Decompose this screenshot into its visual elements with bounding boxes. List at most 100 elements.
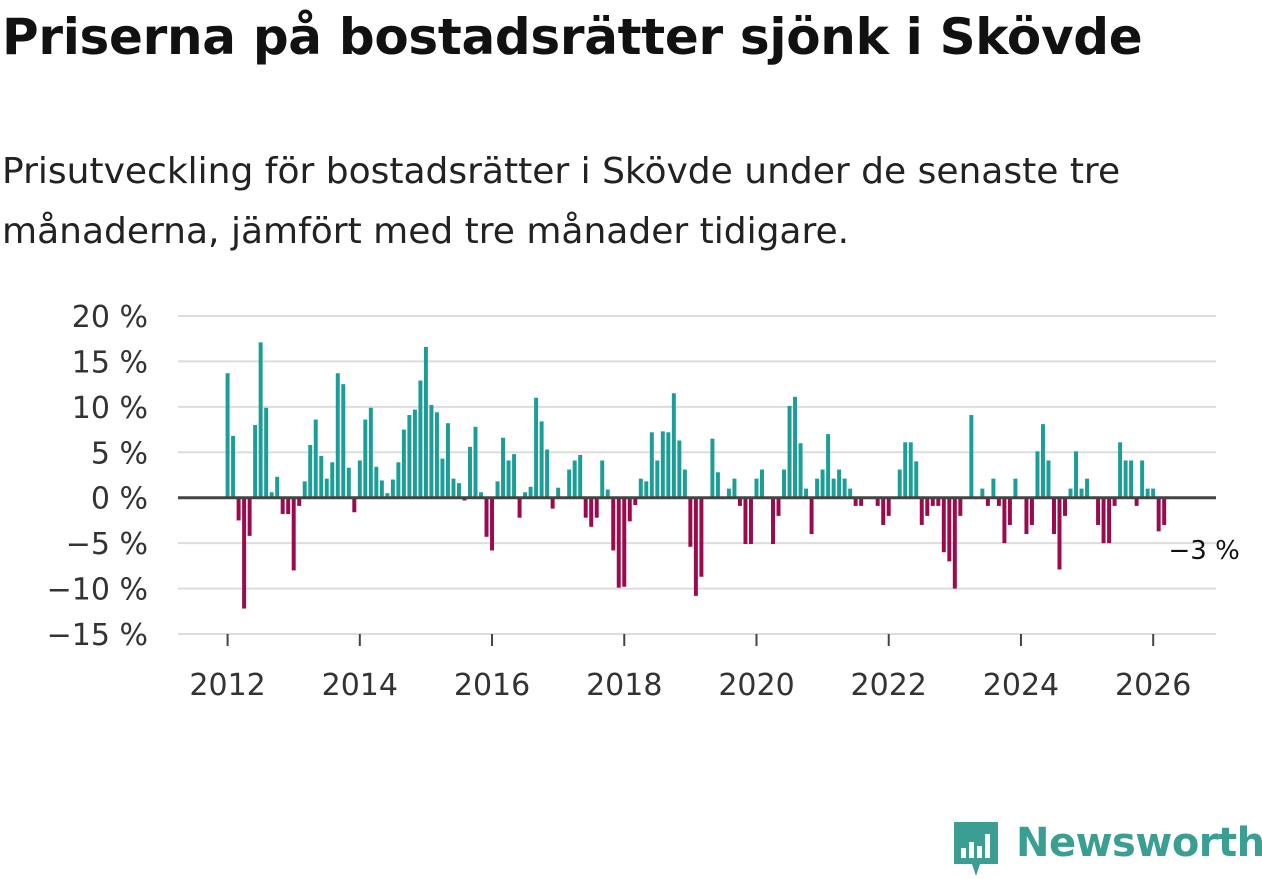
bar bbox=[919, 497, 924, 525]
brand-name: Newsworthy bbox=[1016, 820, 1262, 866]
last-value-annotation: −3 % bbox=[1169, 536, 1240, 566]
bar bbox=[1029, 497, 1034, 525]
bar bbox=[589, 497, 594, 527]
bar bbox=[622, 497, 627, 587]
x-tick-label: 2026 bbox=[1115, 668, 1191, 703]
bar bbox=[655, 460, 660, 498]
y-tick-label: 0 % bbox=[91, 482, 148, 517]
bar bbox=[600, 460, 605, 498]
bar bbox=[804, 488, 809, 498]
bar bbox=[583, 497, 588, 518]
bar bbox=[787, 405, 792, 498]
bar bbox=[925, 497, 930, 516]
bar bbox=[242, 497, 247, 609]
bar bbox=[1151, 488, 1156, 498]
bar bbox=[231, 435, 236, 498]
bar bbox=[1013, 478, 1018, 498]
x-tick-label: 2014 bbox=[322, 668, 398, 703]
bar bbox=[671, 393, 676, 498]
bar bbox=[1162, 497, 1167, 525]
bar bbox=[754, 478, 759, 498]
bar bbox=[451, 478, 456, 498]
bar bbox=[539, 421, 544, 498]
bar bbox=[886, 497, 891, 516]
bar bbox=[1140, 460, 1145, 498]
chart-title: Priserna på bostadsrätter sjönk i Skövde bbox=[2, 8, 1143, 66]
bar bbox=[677, 440, 682, 498]
bar bbox=[958, 497, 963, 516]
bar bbox=[952, 497, 957, 589]
bar bbox=[1107, 497, 1112, 544]
bar bbox=[605, 489, 610, 498]
bars bbox=[225, 342, 1167, 609]
bar bbox=[341, 384, 346, 498]
bar bbox=[523, 492, 528, 498]
bar bbox=[396, 462, 401, 498]
bar bbox=[848, 488, 853, 498]
bar bbox=[280, 497, 285, 515]
bar bbox=[346, 467, 351, 498]
bar bbox=[1096, 497, 1101, 525]
bar bbox=[1112, 497, 1117, 506]
bar bbox=[556, 487, 561, 498]
bar bbox=[330, 462, 335, 498]
bar bbox=[385, 493, 390, 498]
bar bbox=[1074, 451, 1079, 498]
bar bbox=[1085, 478, 1090, 498]
y-axis-tick-labels: 20 % 15 % 10 % 5 % 0 % −5 % −10 % −15 % bbox=[47, 300, 148, 653]
bar bbox=[688, 497, 693, 547]
bar bbox=[1101, 497, 1106, 544]
bar bbox=[1052, 497, 1056, 535]
bar bbox=[512, 454, 517, 498]
bar bbox=[1046, 460, 1051, 498]
bar bbox=[506, 460, 511, 498]
bar bbox=[258, 342, 263, 498]
bar bbox=[842, 478, 847, 498]
bar bbox=[699, 497, 704, 577]
bar bbox=[572, 460, 577, 498]
bar bbox=[495, 481, 500, 498]
bar bbox=[1118, 442, 1123, 498]
bar bbox=[996, 497, 1001, 506]
bar bbox=[335, 373, 340, 498]
bar bbox=[611, 497, 616, 551]
x-tick-label: 2012 bbox=[189, 668, 265, 703]
bar bbox=[247, 497, 252, 536]
newsworthy-icon bbox=[954, 822, 998, 876]
bar bbox=[534, 397, 539, 498]
bar bbox=[324, 478, 329, 498]
x-tick-label: 2016 bbox=[454, 668, 530, 703]
bar bbox=[881, 497, 886, 525]
bar bbox=[737, 497, 742, 506]
bar bbox=[837, 469, 842, 498]
bar bbox=[319, 455, 324, 498]
bar bbox=[1007, 497, 1012, 525]
bar bbox=[269, 492, 274, 498]
bar bbox=[363, 419, 368, 498]
bar bbox=[1068, 488, 1073, 498]
bar bbox=[578, 455, 583, 498]
bar bbox=[594, 497, 599, 518]
bar bbox=[903, 442, 908, 498]
y-tick-label: −15 % bbox=[47, 618, 148, 653]
bar bbox=[793, 396, 798, 498]
bar bbox=[649, 432, 654, 498]
bar bbox=[390, 479, 395, 498]
bar bbox=[875, 497, 880, 506]
bar bbox=[985, 497, 990, 506]
bar bbox=[853, 497, 858, 506]
bar bbox=[743, 497, 748, 545]
bar bbox=[771, 497, 775, 545]
y-tick-label: −10 % bbox=[47, 573, 148, 608]
bar bbox=[831, 478, 836, 498]
bar bbox=[908, 442, 913, 498]
bar bbox=[528, 486, 533, 498]
bar bbox=[897, 469, 902, 498]
x-tick-label: 2024 bbox=[983, 668, 1059, 703]
bar bbox=[308, 445, 313, 498]
bar bbox=[501, 437, 506, 498]
bar bbox=[693, 497, 698, 596]
bar bbox=[1123, 460, 1128, 498]
bar bbox=[352, 497, 357, 513]
bar bbox=[930, 497, 935, 506]
